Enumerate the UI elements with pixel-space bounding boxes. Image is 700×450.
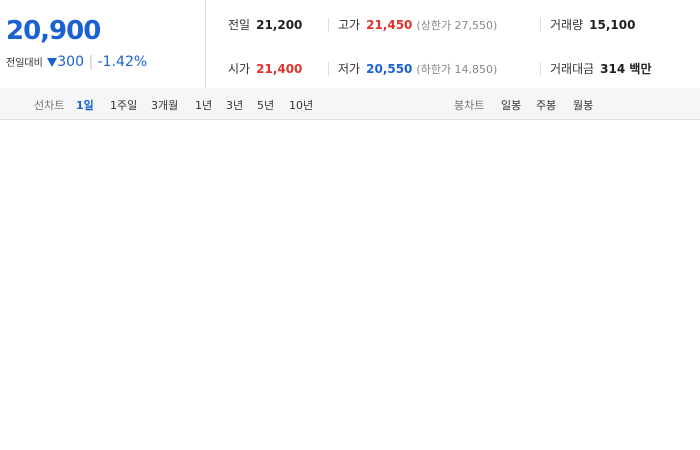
tab-label: 봉차트: [454, 99, 485, 112]
quote-header: 20,900 전일대비 21,57021,20720,84420,48120,1…: [0, 0, 700, 387]
stat-note: (하한가 14,850): [416, 63, 498, 76]
stat-label: 시가: [228, 62, 251, 76]
price: 20,900: [6, 16, 101, 46]
tab[interactable]: 주봉: [536, 99, 557, 112]
tab[interactable]: 일봉: [501, 99, 522, 112]
tab[interactable]: 1일: [76, 99, 94, 112]
stat: 거래량 15,100: [550, 16, 635, 33]
stat-label: 고가: [338, 18, 361, 32]
stat: 전일 21,200: [228, 16, 302, 33]
change-rate: -1.42%: [97, 54, 148, 70]
divider: [540, 62, 541, 76]
tab[interactable]: 10년: [289, 99, 314, 112]
tab[interactable]: 3년: [226, 99, 244, 112]
tab[interactable]: 3개월: [151, 99, 179, 112]
tab[interactable]: 1주일: [110, 99, 138, 112]
stat-value: 21,450: [366, 18, 413, 32]
chart: [0, 120, 700, 450]
stat-value: 20,550: [366, 62, 413, 76]
stat: 시가 21,400: [228, 60, 302, 77]
change-label: 전일대비: [6, 58, 43, 69]
divider: [540, 18, 541, 32]
change-value: 300: [57, 54, 84, 70]
tab[interactable]: 월봉: [573, 99, 594, 112]
stat-label: 거래대금: [550, 62, 595, 76]
stat: 거래대금 314 백만: [550, 60, 651, 77]
stat-label: 저가: [338, 62, 361, 76]
divider: [328, 18, 329, 32]
stat: 저가 20,550 (하한가 14,850): [338, 60, 497, 77]
tab[interactable]: 5년: [257, 99, 275, 112]
tab[interactable]: 1년: [195, 99, 213, 112]
stat-value: 314 백만: [600, 62, 652, 76]
stat-value: 15,100: [589, 18, 636, 32]
change: 전일대비 21,57021,20720,84420,48120,118거래량09…: [6, 54, 700, 387]
stat-note: (상한가 27,550): [416, 19, 498, 32]
divider: [328, 62, 329, 76]
stat: 고가 21,450 (상한가 27,550): [338, 16, 497, 33]
down-icon: 21,57021,20720,84420,48120,118거래량09/1009…: [47, 57, 700, 387]
price-box: 20,900 전일대비 21,57021,20720,84420,48120,1…: [0, 0, 700, 387]
stat-value: 21,400: [256, 62, 303, 76]
tab-label: 선차트: [34, 99, 65, 112]
stat-label: 거래량: [550, 18, 584, 32]
stat-value: 21,200: [256, 18, 303, 32]
tabs: 선차트 1일 1주일 3개월 1년 3년 5년 10년 봉차트 일봉 주봉 월봉: [0, 88, 700, 120]
stat-label: 전일: [228, 18, 251, 32]
